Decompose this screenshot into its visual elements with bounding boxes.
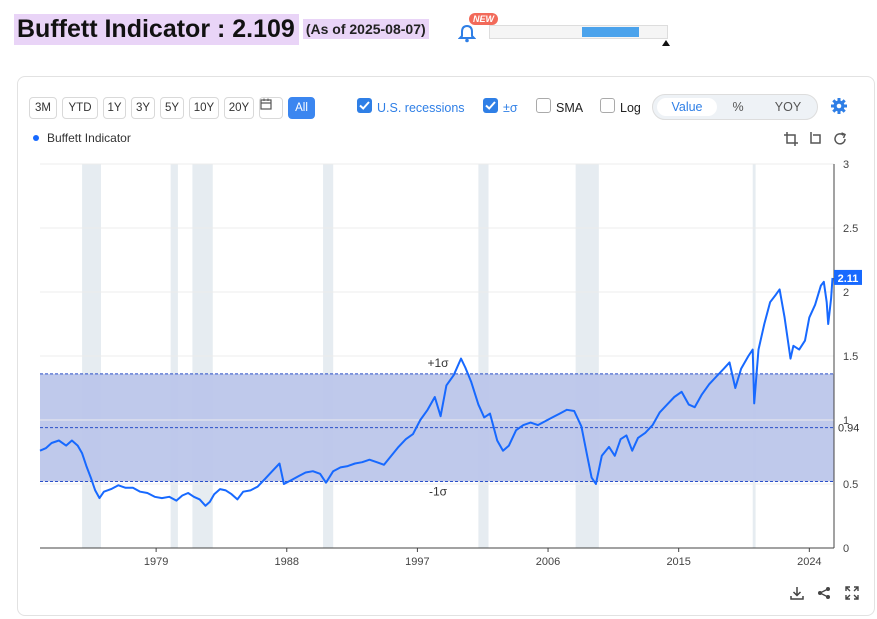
range-button-20y[interactable]: 20Y xyxy=(224,97,254,119)
current-value-tag xyxy=(834,269,862,285)
x-tick-label: 2024 xyxy=(797,556,821,568)
series-line xyxy=(39,277,834,507)
page-title: Buffett Indicator : 2.109 xyxy=(14,13,299,45)
y-tick-label: 2 xyxy=(843,287,849,299)
fullscreen-icon[interactable] xyxy=(845,586,859,600)
download-icon[interactable] xyxy=(790,586,804,600)
range-button-3m[interactable]: 3M xyxy=(29,97,57,119)
log-checkbox[interactable] xyxy=(600,98,615,113)
x-tick-label: 2015 xyxy=(666,556,690,568)
x-tick-label: 2006 xyxy=(536,556,560,568)
y-tick-label: 3 xyxy=(843,159,849,171)
recessions-label: U.S. recessions xyxy=(377,101,465,115)
legend[interactable]: Buffett Indicator xyxy=(33,131,131,145)
check-icon xyxy=(485,101,496,110)
view-option-yoy[interactable]: YOY xyxy=(774,100,802,114)
title-row: Buffett Indicator : 2.109 (As of 2025-08… xyxy=(14,12,429,46)
reset-icon[interactable] xyxy=(832,131,848,147)
legend-label: Buffett Indicator xyxy=(47,131,131,145)
sigma-upper-label: +1σ xyxy=(427,356,449,370)
y-tick-label: 0 xyxy=(843,543,849,555)
check-icon xyxy=(359,101,370,110)
current-value-label: 2.11 xyxy=(838,273,859,285)
sma-checkbox[interactable] xyxy=(536,98,551,113)
sigma-checkbox[interactable] xyxy=(483,98,498,113)
gear-icon[interactable] xyxy=(830,97,848,115)
mean-label: 0.94 xyxy=(838,423,859,435)
x-tick-label: 1997 xyxy=(405,556,429,568)
share-icon[interactable] xyxy=(817,586,831,600)
view-option-value[interactable]: Value xyxy=(657,98,717,116)
sigma-label: ±σ xyxy=(503,101,518,115)
new-badge: NEW xyxy=(469,13,498,25)
y-tick-label: 1.5 xyxy=(843,351,858,363)
y-tick-label: 1 xyxy=(843,415,849,427)
bell-icon[interactable] xyxy=(458,24,476,44)
range-button-5y[interactable]: 5Y xyxy=(160,97,184,119)
calendar-icon xyxy=(260,98,272,110)
sma-label: SMA xyxy=(556,101,584,115)
range-button-3y[interactable]: 3Y xyxy=(131,97,155,119)
as-of-date: (As of 2025-08-07) xyxy=(302,19,429,39)
x-tick-label: 1988 xyxy=(275,556,299,568)
legend-dot xyxy=(33,135,39,141)
calendar-button[interactable] xyxy=(259,97,283,119)
chart-card xyxy=(17,76,875,616)
log-label: Log xyxy=(620,101,641,115)
y-tick-label: 0.5 xyxy=(843,479,858,491)
view-option-percent[interactable]: % xyxy=(732,100,744,114)
sigma-lower-label: -1σ xyxy=(429,484,448,498)
progress-fill xyxy=(582,27,639,37)
range-button-10y[interactable]: 10Y xyxy=(189,97,219,119)
zoom-box-icon[interactable] xyxy=(808,132,822,146)
range-button-ytd[interactable]: YTD xyxy=(62,97,98,119)
view-toggle: Value % YOY xyxy=(652,94,818,120)
caret-icon xyxy=(662,40,670,46)
x-tick-label: 1979 xyxy=(144,556,168,568)
range-button-1y[interactable]: 1Y xyxy=(103,97,126,119)
recessions-checkbox[interactable] xyxy=(357,98,372,113)
progress-bar[interactable] xyxy=(489,25,668,39)
crop-icon[interactable] xyxy=(784,132,798,146)
y-tick-label: 2.5 xyxy=(843,223,858,235)
range-button-all[interactable]: All xyxy=(288,97,315,119)
